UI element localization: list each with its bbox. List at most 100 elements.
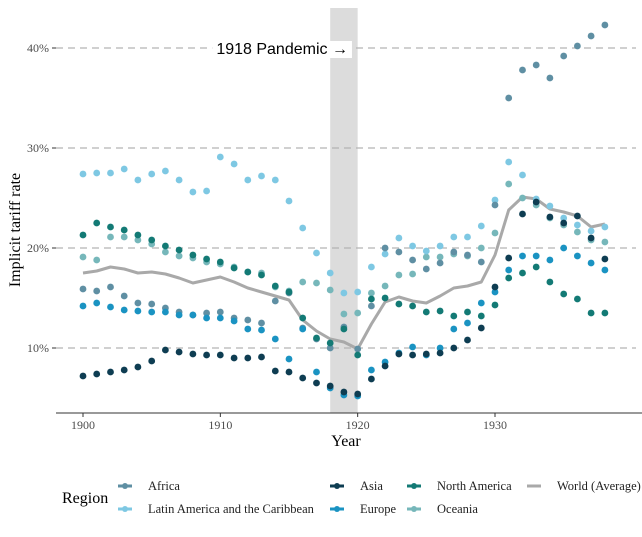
point-oceania-1900 [79,253,87,261]
point-north-america-1920 [354,351,362,359]
point-asia-1925 [422,350,430,358]
point-europe-1916 [299,325,307,333]
legend-key-point-africa [122,483,128,489]
point-africa-1900 [79,285,87,293]
point-oceania-1904 [134,236,142,244]
point-europe-1927 [450,325,458,333]
point-africa-1932 [519,66,526,74]
point-asia-1932 [519,210,526,218]
point-asia-1935 [560,219,568,227]
x-tick-label: 1920 [346,418,370,432]
point-africa-1914 [271,297,279,305]
point-north-america-1929 [477,312,485,320]
point-asia-1933 [532,198,540,206]
point-latin-america-and-the-caribbean-1901 [93,169,101,177]
pandemic-shaded-band [330,8,358,413]
point-asia-1918 [326,382,334,390]
point-oceania-1931 [505,180,513,188]
point-latin-america-and-the-caribbean-1910 [216,153,224,161]
point-latin-america-and-the-caribbean-1905 [148,170,156,178]
point-north-america-1927 [450,312,458,320]
series-line-world-average [82,195,606,351]
point-asia-1921 [368,375,375,383]
point-europe-1934 [546,256,554,264]
point-north-america-1918 [326,339,334,347]
point-latin-america-and-the-caribbean-1927 [450,233,458,241]
point-europe-1929 [477,299,485,307]
point-asia-1916 [299,374,307,382]
point-north-america-1931 [505,274,513,282]
point-latin-america-and-the-caribbean-1935 [560,214,568,222]
point-asia-1913 [258,353,265,361]
point-oceania-1903 [120,233,128,241]
point-latin-america-and-the-caribbean-1917 [313,249,320,257]
point-north-america-1938 [601,309,609,317]
point-europe-1905 [148,308,156,316]
point-north-america-1900 [79,231,87,239]
point-north-america-1937 [587,309,595,317]
legend-title: Region [62,490,108,507]
point-latin-america-and-the-caribbean-1906 [162,167,169,175]
point-north-america-1919 [340,325,348,333]
point-latin-america-and-the-caribbean-1902 [107,169,114,177]
point-oceania-1917 [313,279,320,287]
point-north-america-1914 [271,282,279,290]
point-oceania-1923 [395,271,403,279]
point-latin-america-and-the-caribbean-1908 [189,188,197,196]
y-tick-label: 40% [27,41,49,55]
point-oceania-1921 [368,289,375,297]
point-asia-1924 [409,351,416,359]
point-europe-1926 [436,344,444,352]
point-europe-1921 [368,366,375,374]
point-europe-1924 [409,343,416,351]
point-europe-1906 [162,308,169,316]
point-north-america-1928 [464,308,471,316]
point-latin-america-and-the-caribbean-1923 [395,234,403,242]
point-asia-1912 [244,354,252,362]
point-asia-1905 [148,357,156,365]
point-africa-1904 [134,299,142,307]
point-latin-america-and-the-caribbean-1938 [601,223,609,231]
point-north-america-1917 [313,334,320,342]
point-latin-america-and-the-caribbean-1903 [120,165,128,173]
point-asia-1904 [134,363,142,371]
point-africa-1910 [216,308,224,316]
point-north-america-1923 [395,300,403,308]
point-latin-america-and-the-caribbean-1914 [271,176,279,184]
point-asia-1919 [340,388,348,396]
point-north-america-1925 [422,308,430,316]
point-latin-america-and-the-caribbean-1928 [464,233,471,241]
point-asia-1906 [162,346,169,354]
point-asia-1911 [230,354,238,362]
point-africa-1909 [203,309,211,317]
annotation-background [212,41,352,58]
point-latin-america-and-the-caribbean-1936 [574,221,581,229]
point-africa-1921 [368,302,375,310]
point-oceania-1919 [340,310,348,318]
legend-key-point-asia [334,483,340,489]
point-asia-1907 [175,348,183,356]
point-oceania-1930 [491,229,499,237]
point-africa-1925 [422,265,430,273]
point-north-america-1915 [285,288,293,296]
point-europe-1902 [107,303,114,311]
legend-key-point-europe [334,506,340,512]
point-north-america-1934 [546,278,554,286]
x-tick-label: 1910 [208,418,232,432]
point-asia-1901 [93,370,101,378]
point-latin-america-and-the-caribbean-1918 [326,269,334,277]
legend: Region Africa Asia North America World (Ave… [62,479,641,516]
point-oceania-1920 [354,309,362,317]
point-latin-america-and-the-caribbean-1937 [587,227,595,235]
point-europe-1909 [203,314,211,322]
point-europe-1910 [216,314,224,322]
pandemic-annotation: 1918 Pandemic → [216,41,348,58]
point-europe-1914 [271,335,279,343]
point-oceania-1916 [299,278,307,286]
point-africa-1928 [464,251,471,259]
point-oceania-1922 [381,282,389,290]
point-asia-1934 [546,213,554,221]
point-asia-1931 [505,254,513,262]
point-north-america-1926 [436,307,444,315]
point-africa-1918 [326,344,334,352]
